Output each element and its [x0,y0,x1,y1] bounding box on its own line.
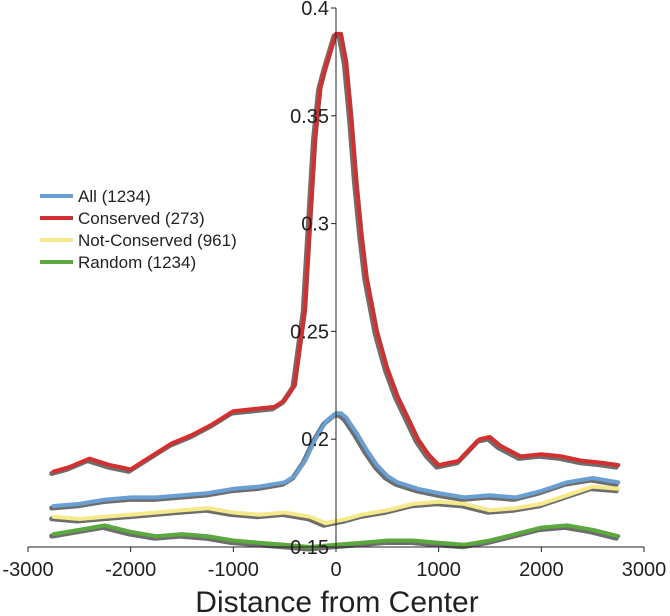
legend: All (1234) Conserved (273) Not-Conserved (… [40,187,237,272]
series-line-all [51,411,621,508]
x-axis-title: Distance from Center [195,586,478,616]
x-tick-label: 3000 [622,559,667,581]
series-line-conserved [51,31,621,474]
legend-label-random: Random (1234) [78,253,196,272]
x-tick-label: -1000 [208,559,259,581]
y-tick-label: 0.2 [301,429,329,451]
y-tick-label: 0.35 [290,106,329,128]
tick-labels: -3000 -2000 -1000 0 1000 2000 3000 0.15 0.2 0.25 0… [2,0,666,581]
x-tick-label: 0 [330,559,341,581]
series-layer [49,31,621,552]
x-tick-label: -3000 [2,559,53,581]
x-tick-label: 2000 [519,559,564,581]
x-tick-label: 1000 [416,559,461,581]
legend-label-not-conserved: Not-Conserved (961) [78,231,237,250]
y-tick-label: 0.4 [301,0,329,20]
y-tick-label: 0.25 [290,321,329,343]
y-tick-label: 0.3 [301,214,329,236]
x-tick-label: -2000 [105,559,156,581]
legend-label-all: All (1234) [78,187,151,206]
y-tick-label: 0.15 [290,537,329,559]
legend-label-conserved: Conserved (273) [78,209,205,228]
